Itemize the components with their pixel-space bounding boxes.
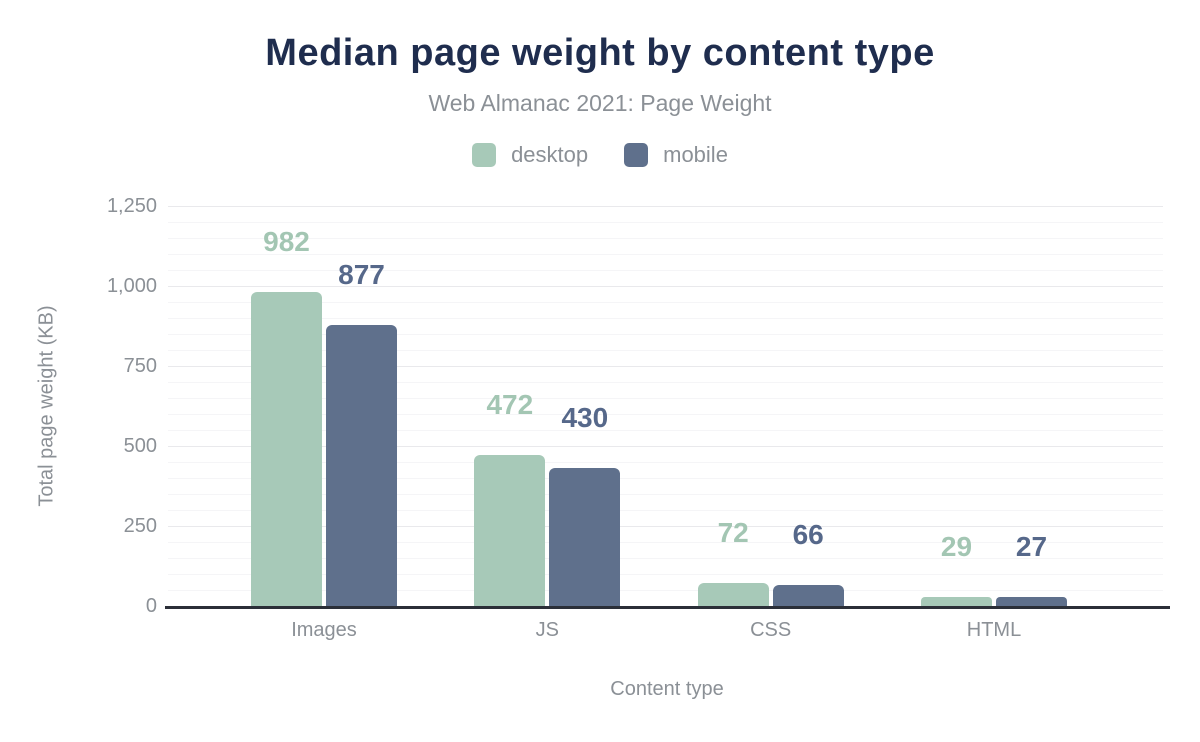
- minor-gridline: [168, 510, 1163, 511]
- data-label-desktop-images: 982: [263, 226, 310, 257]
- minor-gridline: [168, 558, 1163, 559]
- legend-label-mobile: mobile: [663, 142, 728, 167]
- bar-desktop-html[interactable]: [920, 597, 992, 606]
- minor-gridline: [168, 542, 1163, 543]
- bar-mobile-css[interactable]: [772, 585, 844, 606]
- data-label-mobile-html: 27: [1015, 531, 1048, 562]
- chart-subtitle: Web Almanac 2021: Page Weight: [428, 90, 772, 116]
- minor-gridline: [168, 334, 1163, 335]
- y-axis-tick-label: 1,000: [106, 275, 157, 297]
- minor-gridline: [168, 382, 1163, 383]
- minor-gridline: [168, 478, 1163, 479]
- data-label-mobile-js: 430: [561, 402, 609, 433]
- x-axis-category-label: Images: [291, 619, 357, 641]
- y-axis-title: Total page weight (KB): [35, 305, 58, 507]
- data-label-mobile-images: 877: [338, 259, 385, 290]
- x-axis-line: [165, 606, 1170, 609]
- bar-mobile-html[interactable]: [995, 597, 1067, 606]
- minor-gridline: [168, 462, 1163, 463]
- minor-gridline: [168, 430, 1163, 431]
- data-label-desktop-js: 472: [486, 389, 534, 420]
- data-label-desktop-css: 72: [717, 517, 749, 548]
- minor-gridline: [168, 222, 1163, 223]
- minor-gridline: [168, 574, 1163, 575]
- minor-gridline: [168, 302, 1163, 303]
- y-axis-tick-label: 750: [123, 355, 157, 377]
- chart-title: Median page weight by content type: [265, 32, 935, 74]
- major-gridline: [168, 366, 1163, 367]
- bar-desktop-images[interactable]: [251, 292, 322, 606]
- legend-item-mobile[interactable]: mobile: [624, 142, 728, 168]
- x-axis-category-label: JS: [535, 619, 559, 641]
- major-gridline: [168, 526, 1163, 527]
- major-gridline: [168, 206, 1163, 207]
- y-axis-tick-label: 1,250: [106, 195, 157, 217]
- minor-gridline: [168, 494, 1163, 495]
- x-axis-title: Content type: [610, 678, 724, 700]
- x-axis-category-label: HTML: [966, 619, 1022, 641]
- legend: desktop mobile: [0, 141, 1200, 169]
- data-label-mobile-css: 66: [792, 519, 824, 550]
- minor-gridline: [168, 318, 1163, 319]
- minor-gridline: [168, 270, 1163, 271]
- y-axis-tick-label: 250: [123, 515, 157, 537]
- minor-gridline: [168, 414, 1163, 415]
- y-axis-tick-label: 500: [123, 435, 157, 457]
- major-gridline: [168, 446, 1163, 447]
- minor-gridline: [168, 398, 1163, 399]
- bar-mobile-images[interactable]: [326, 325, 397, 606]
- data-label-desktop-html: 29: [940, 531, 973, 562]
- minor-gridline: [168, 238, 1163, 239]
- y-axis-tick-label: 0: [145, 595, 157, 617]
- bar-mobile-js[interactable]: [549, 468, 621, 606]
- minor-gridline: [168, 590, 1163, 591]
- major-gridline: [168, 286, 1163, 287]
- legend-item-desktop[interactable]: desktop: [472, 142, 588, 168]
- bar-desktop-css[interactable]: [697, 583, 769, 606]
- minor-gridline: [168, 350, 1163, 351]
- mobile-swatch-icon: [624, 143, 649, 167]
- bar-desktop-js[interactable]: [474, 455, 546, 606]
- desktop-swatch-icon: [472, 143, 497, 167]
- legend-label-desktop: desktop: [511, 142, 589, 167]
- x-axis-category-label: CSS: [750, 619, 792, 641]
- minor-gridline: [168, 254, 1163, 255]
